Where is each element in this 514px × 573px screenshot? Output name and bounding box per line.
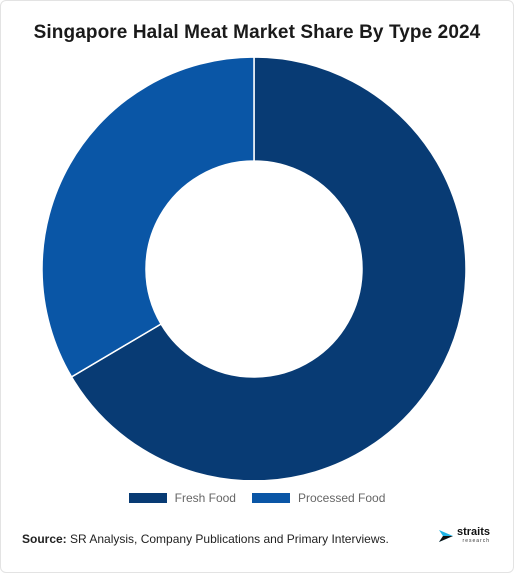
donut-chart: [41, 56, 467, 480]
donut-slices: [41, 56, 467, 480]
chart-title: Singapore Halal Meat Market Share By Typ…: [33, 22, 481, 43]
legend-item-fresh-food[interactable]: Fresh Food: [128, 491, 236, 505]
donut-slice-fresh-food[interactable]: [70, 56, 467, 480]
source-note: Source: SR Analysis, Company Publication…: [22, 532, 389, 546]
legend-item-processed-food[interactable]: Processed Food: [251, 491, 386, 505]
straits-research-logo: straits research: [438, 527, 490, 544]
chart-legend: Fresh Food Processed Food: [0, 491, 514, 505]
logo-tagline: research: [462, 538, 490, 544]
logo-name: straits: [456, 526, 490, 538]
legend-swatch-fresh-food: [128, 493, 167, 503]
donut-slice-processed-food[interactable]: [41, 56, 255, 378]
legend-label-processed-food: Processed Food: [297, 491, 386, 505]
legend-swatch-processed-food: [251, 493, 290, 503]
source-text: SR Analysis, Company Publications and Pr…: [66, 532, 389, 546]
legend-label-fresh-food: Fresh Food: [174, 491, 236, 505]
straits-logo-icon: [438, 529, 453, 542]
source-label: Source:: [22, 532, 67, 546]
